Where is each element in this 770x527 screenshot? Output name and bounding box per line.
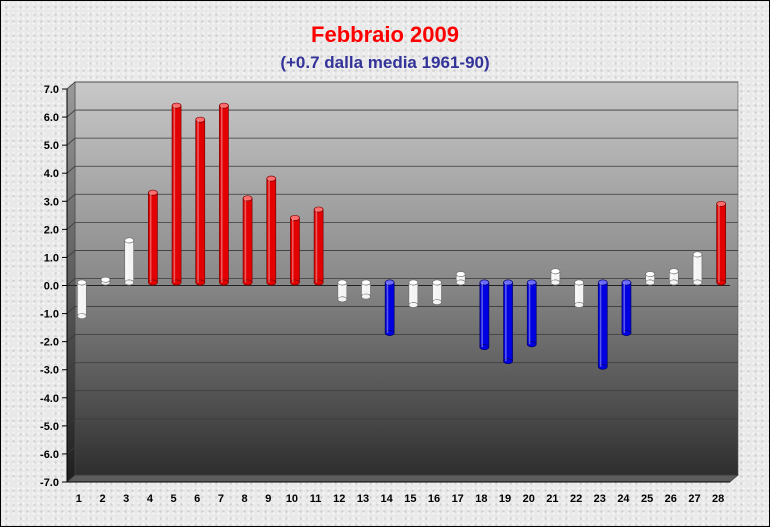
gridline [66, 221, 738, 230]
bar-day-1 [76, 279, 87, 320]
x-tick-label: 13 [357, 493, 369, 505]
bar-day-17 [455, 271, 466, 286]
x-tick-label: 26 [665, 493, 677, 505]
x-tick-label: 3 [123, 493, 129, 505]
plot-area [66, 81, 739, 483]
bar-day-18 [479, 279, 490, 351]
bar-day-8 [242, 195, 253, 286]
bar-day-16 [432, 279, 442, 306]
x-tick-label: 1 [76, 493, 82, 505]
x-tick-label: 22 [570, 493, 582, 505]
bar-day-24 [621, 279, 632, 336]
x-tick-label: 17 [452, 493, 464, 505]
gridline [66, 250, 738, 258]
bar-day-27 [692, 251, 703, 286]
gridline [66, 474, 738, 483]
bar-day-20 [526, 279, 537, 348]
x-tick-label: 25 [641, 493, 653, 505]
axes [66, 89, 730, 483]
x-tick-label: 19 [499, 493, 511, 505]
bar-day-28 [716, 200, 727, 286]
chart-title: Febbraio 2009 [311, 22, 459, 47]
x-tick-label: 14 [381, 493, 394, 505]
gridline [66, 306, 738, 314]
x-tick-labels: 1 2 3 4 5 6 7 8 9 10 11 12 13 14 15 16 17 18 19 20 21 22 23 24 2… [76, 493, 725, 505]
bar-day-26 [668, 268, 679, 286]
bar-day-5 [171, 102, 182, 286]
x-tick-label: 8 [242, 493, 248, 505]
chart-subtitle: (+0.7 dalla media 1961-90) [280, 53, 490, 72]
gridline [66, 390, 738, 399]
bar-day-15 [408, 279, 419, 308]
gridline [66, 362, 738, 371]
bar-day-21 [550, 268, 561, 286]
y-tick-label: 2.0 [44, 224, 59, 236]
x-tick-label: 15 [404, 493, 416, 505]
y-tick-label: 0.0 [44, 281, 59, 293]
y-tick-label: -4.0 [40, 393, 59, 405]
y-tick-label: 1.0 [44, 252, 59, 264]
y-tick-label: -1.0 [40, 309, 59, 321]
x-tick-label: 23 [594, 493, 606, 505]
bar-day-3 [124, 237, 135, 286]
x-tick-label: 28 [712, 493, 724, 505]
gridline [66, 334, 738, 342]
bar-day-12 [337, 279, 348, 303]
y-tick-label: 5.0 [44, 140, 59, 152]
y-tick-label: -5.0 [40, 421, 59, 433]
gridlines [62, 81, 738, 483]
x-tick-label: 2 [99, 493, 105, 505]
y-tick-label: -3.0 [40, 365, 59, 377]
x-tick-label: 7 [218, 493, 224, 505]
gridline [66, 446, 738, 455]
bar-day-14 [384, 279, 395, 336]
x-tick-label: 16 [428, 493, 440, 505]
y-tick-label: 4.0 [44, 168, 59, 180]
x-tick-label: 4 [147, 493, 154, 505]
x-tick-label: 20 [523, 493, 535, 505]
x-tick-label: 10 [286, 493, 298, 505]
x-tick-label: 6 [194, 493, 200, 505]
x-tick-label: 21 [546, 493, 558, 505]
x-tick-label: 5 [170, 493, 176, 505]
x-tick-label: 12 [333, 493, 345, 505]
y-tick-label: 3.0 [44, 196, 59, 208]
x-tick-label: 27 [688, 493, 700, 505]
bar-day-2 [100, 276, 111, 286]
x-tick-label: 9 [265, 493, 271, 505]
y-tick-label: -2.0 [40, 337, 59, 349]
gridline [66, 109, 738, 118]
x-tick-label: 11 [310, 493, 322, 505]
bar-day-19 [503, 279, 513, 365]
gridline [66, 193, 738, 202]
gridline [66, 165, 738, 174]
y-tick-label: 6.0 [44, 112, 59, 124]
bar-day-23 [597, 279, 608, 370]
x-tick-label: 18 [475, 493, 487, 505]
bar-day-7 [219, 102, 229, 286]
bar-day-6 [195, 116, 206, 286]
y-tick-label: -6.0 [40, 449, 59, 461]
bar-day-22 [574, 279, 584, 308]
bar-day-9 [266, 175, 277, 286]
bars [76, 102, 727, 370]
bar-day-10 [290, 214, 300, 286]
bar-day-13 [361, 279, 371, 300]
bar-day-4 [148, 189, 158, 286]
y-tick-label: 7.0 [44, 84, 59, 96]
gridline [66, 81, 738, 90]
gridline [66, 137, 738, 146]
bar-day-25 [645, 271, 655, 286]
y-tick-labels: 7.0 6.0 5.0 4.0 3.0 2.0 1.0 0.0 -1.0 -2.0 -3.0 -4.0… [40, 84, 59, 489]
x-tick-label: 24 [617, 493, 630, 505]
y-tick-label: -7.0 [40, 477, 59, 489]
gridline [66, 278, 738, 286]
bar-day-11 [313, 206, 324, 286]
gridline [66, 418, 738, 427]
